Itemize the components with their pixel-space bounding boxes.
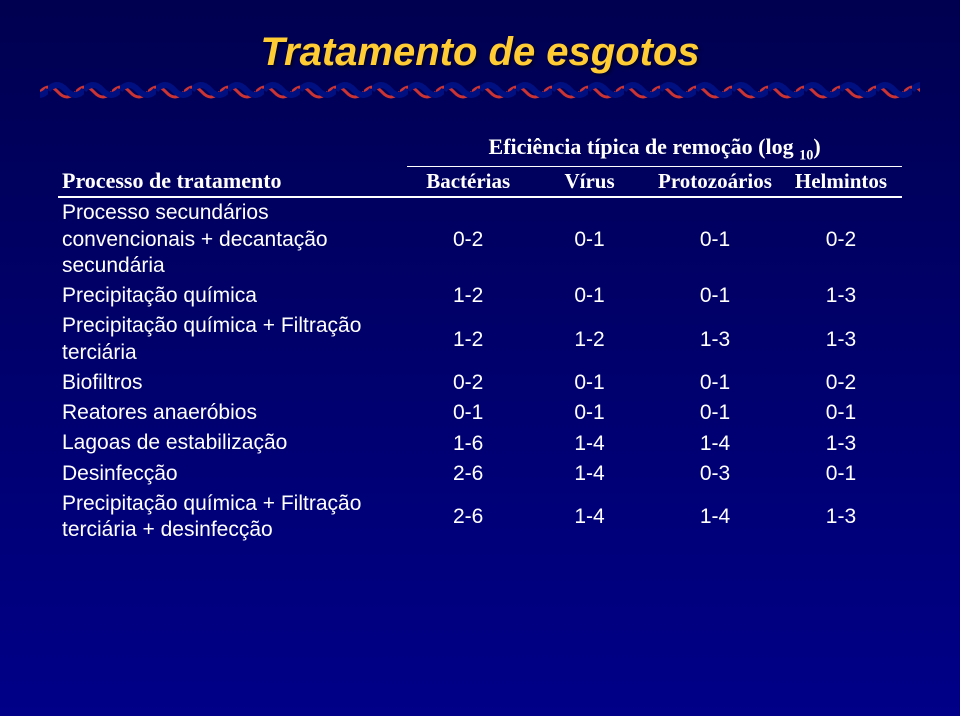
value-cell: 1-2 [407, 281, 529, 311]
slide-title: Tratamento de esgotos [40, 30, 920, 75]
value-cell: 1-3 [780, 311, 902, 368]
table-body: Processo secundários convencionais + dec… [58, 197, 902, 545]
table-row: Reatores anaeróbios0-10-10-10-1 [58, 398, 902, 428]
value-cell: 0-1 [650, 368, 780, 398]
value-cell: 1-4 [529, 459, 650, 489]
value-cell: 0-1 [529, 281, 650, 311]
efficiency-table: Processo de tratamento Eficiência típica… [58, 132, 902, 545]
wave-border [40, 79, 920, 101]
value-cell: 1-3 [780, 281, 902, 311]
value-cell: 0-1 [529, 398, 650, 428]
process-cell: Precipitação química [58, 281, 407, 311]
process-cell: Processo secundários convencionais + dec… [58, 197, 407, 281]
eff-close: ) [813, 134, 820, 159]
slide: Tratamento de esgotos Processo de [0, 0, 960, 716]
header-helminths: Helmintos [780, 167, 902, 198]
value-cell: 1-2 [407, 311, 529, 368]
value-cell: 1-4 [650, 428, 780, 458]
value-cell: 1-6 [407, 428, 529, 458]
value-cell: 0-1 [780, 459, 902, 489]
value-cell: 0-2 [780, 197, 902, 281]
process-cell: Reatores anaeróbios [58, 398, 407, 428]
eff-text: Eficiência típica de remoção (log [489, 134, 800, 159]
table-row: Lagoas de estabilização1-61-41-41-3 [58, 428, 902, 458]
value-cell: 0-2 [407, 368, 529, 398]
value-cell: 1-4 [650, 489, 780, 546]
table-row: Biofiltros0-20-10-10-2 [58, 368, 902, 398]
value-cell: 1-3 [780, 489, 902, 546]
value-cell: 0-2 [780, 368, 902, 398]
table-row: Precipitação química + Filtração terciár… [58, 489, 902, 546]
table-row: Precipitação química1-20-10-11-3 [58, 281, 902, 311]
header-efficiency: Eficiência típica de remoção (log 10) [407, 132, 902, 167]
header-bacteria: Bactérias [407, 167, 529, 198]
header-virus: Vírus [529, 167, 650, 198]
table-head: Processo de tratamento Eficiência típica… [58, 132, 902, 197]
value-cell: 0-3 [650, 459, 780, 489]
value-cell: 1-2 [529, 311, 650, 368]
value-cell: 0-1 [650, 281, 780, 311]
value-cell: 0-1 [529, 197, 650, 281]
value-cell: 1-3 [780, 428, 902, 458]
value-cell: 1-3 [650, 311, 780, 368]
table-container: Processo de tratamento Eficiência típica… [58, 132, 902, 545]
value-cell: 0-1 [780, 398, 902, 428]
table-row: Desinfecção2-61-40-30-1 [58, 459, 902, 489]
process-cell: Lagoas de estabilização [58, 428, 407, 458]
value-cell: 0-1 [529, 368, 650, 398]
value-cell: 0-1 [650, 197, 780, 281]
process-cell: Biofiltros [58, 368, 407, 398]
value-cell: 1-4 [529, 489, 650, 546]
value-cell: 2-6 [407, 489, 529, 546]
header-protozoa: Protozoários [650, 167, 780, 198]
table-row: Precipitação química + Filtração terciár… [58, 311, 902, 368]
value-cell: 0-2 [407, 197, 529, 281]
header-row-1: Processo de tratamento Eficiência típica… [58, 132, 902, 167]
value-cell: 1-4 [529, 428, 650, 458]
table-row: Processo secundários convencionais + dec… [58, 197, 902, 281]
process-cell: Precipitação química + Filtração terciár… [58, 311, 407, 368]
eff-sub: 10 [799, 147, 813, 163]
process-cell: Precipitação química + Filtração terciár… [58, 489, 407, 546]
value-cell: 0-1 [407, 398, 529, 428]
value-cell: 2-6 [407, 459, 529, 489]
header-process: Processo de tratamento [58, 132, 407, 197]
value-cell: 0-1 [650, 398, 780, 428]
process-cell: Desinfecção [58, 459, 407, 489]
